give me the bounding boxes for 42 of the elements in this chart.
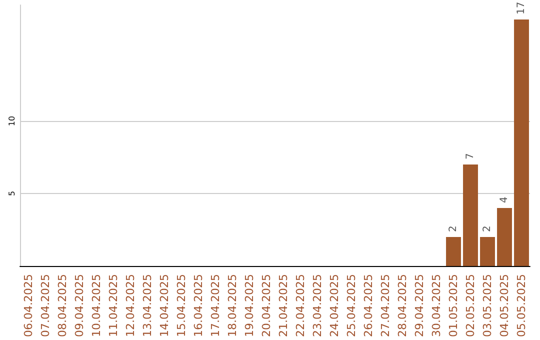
bar (514, 20, 529, 266)
x-tick-label: 15.04.2025 (175, 274, 188, 338)
x-tick-label: 11.04.2025 (107, 274, 120, 338)
x-tick-label: 29.04.2025 (413, 274, 426, 338)
data-label: 4 (499, 196, 510, 204)
bar (446, 237, 461, 266)
x-tick-label: 13.04.2025 (141, 274, 154, 338)
x-tick-label: 17.04.2025 (209, 274, 222, 338)
x-tick-label: 18.04.2025 (226, 274, 239, 338)
x-tick-label: 20.04.2025 (260, 274, 273, 338)
x-tick-label: 23.04.2025 (311, 274, 324, 338)
x-tick-label: 03.05.2025 (481, 274, 494, 338)
x-tick-label: 30.04.2025 (430, 274, 443, 338)
x-tick-label: 27.04.2025 (379, 274, 392, 338)
x-tick-label: 22.04.2025 (294, 274, 307, 338)
data-label: 7 (465, 153, 476, 160)
y-tick-label: 5 (8, 190, 16, 196)
x-tick-label: 05.05.2025 (515, 274, 528, 338)
x-tick-label: 12.04.2025 (124, 274, 137, 338)
x-tick-label: 04.05.2025 (498, 274, 511, 338)
data-label: 2 (448, 226, 459, 232)
x-tick-label: 10.04.2025 (90, 274, 103, 338)
x-tick-label: 25.04.2025 (345, 274, 358, 338)
x-tick-label: 21.04.2025 (277, 274, 290, 338)
x-tick-label: 16.04.2025 (192, 274, 205, 338)
x-tick-label: 07.04.2025 (39, 274, 52, 338)
x-tick-label: 28.04.2025 (396, 274, 409, 338)
bar (480, 237, 495, 266)
y-tick-label: 10 (8, 116, 16, 126)
data-label: 2 (482, 226, 493, 232)
x-tick-label: 26.04.2025 (362, 274, 375, 338)
x-tick-label: 06.04.2025 (22, 274, 35, 338)
x-tick-label: 24.04.2025 (328, 274, 341, 338)
x-tick-label: 08.04.2025 (56, 274, 69, 338)
x-tick-label: 01.05.2025 (447, 274, 460, 338)
x-tick-label: 14.04.2025 (158, 274, 171, 338)
bar (497, 208, 512, 266)
x-tick-label: 19.04.2025 (243, 274, 256, 338)
x-tick-label: 02.05.2025 (464, 274, 477, 338)
x-tick-label: 09.04.2025 (73, 274, 86, 338)
data-label: 17 (516, 2, 527, 14)
bar (463, 164, 478, 266)
